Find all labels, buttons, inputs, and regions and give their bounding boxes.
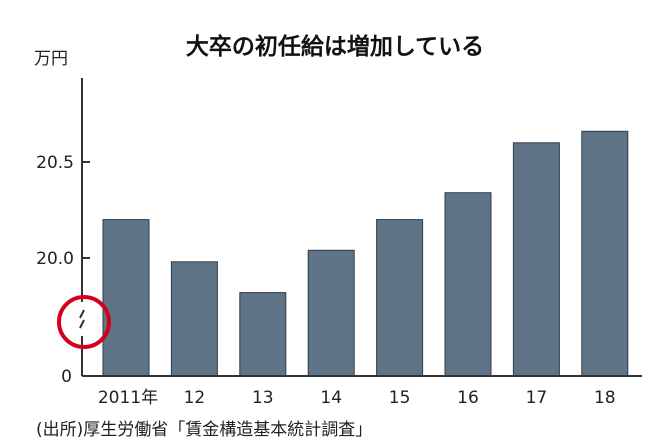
y-ticks-group: 0 20.0 20.5 — [36, 153, 90, 387]
x-tick-label-2: 13 — [252, 388, 274, 408]
y-axis-unit: 万円 — [34, 49, 68, 69]
bar-6 — [512, 142, 560, 377]
bar-7 — [581, 130, 629, 377]
x-tick-label-0: 2011年 — [98, 388, 158, 408]
bar-1 — [170, 261, 218, 377]
axis-break-mark — [79, 309, 85, 329]
x-tick-label-4: 15 — [389, 388, 411, 408]
x-tick-label-5: 16 — [457, 388, 479, 408]
bar-4 — [376, 219, 424, 377]
source-note: (出所)厚生労働省「賃金構造基本統計調査」 — [36, 420, 372, 440]
x-tick-label-1: 12 — [184, 388, 206, 408]
x-labels-group: 2011年 12 13 14 15 16 17 18 — [98, 388, 616, 408]
bar-0 — [102, 219, 150, 377]
bar-2 — [239, 292, 287, 377]
x-tick-label-7: 18 — [594, 388, 616, 408]
x-tick-label-6: 17 — [526, 388, 548, 408]
axis-break-highlight-circle — [57, 295, 111, 349]
chart-title: 大卒の初任給は増加している — [186, 33, 484, 60]
bars-group — [102, 130, 629, 377]
x-tick-label-3: 14 — [320, 388, 342, 408]
bar-5 — [444, 192, 492, 377]
y-tick-label-1: 20.0 — [36, 249, 74, 269]
y-tick-label-0: 0 — [61, 367, 72, 387]
y-tick-label-2: 20.5 — [36, 153, 74, 173]
bar-3 — [307, 249, 355, 377]
